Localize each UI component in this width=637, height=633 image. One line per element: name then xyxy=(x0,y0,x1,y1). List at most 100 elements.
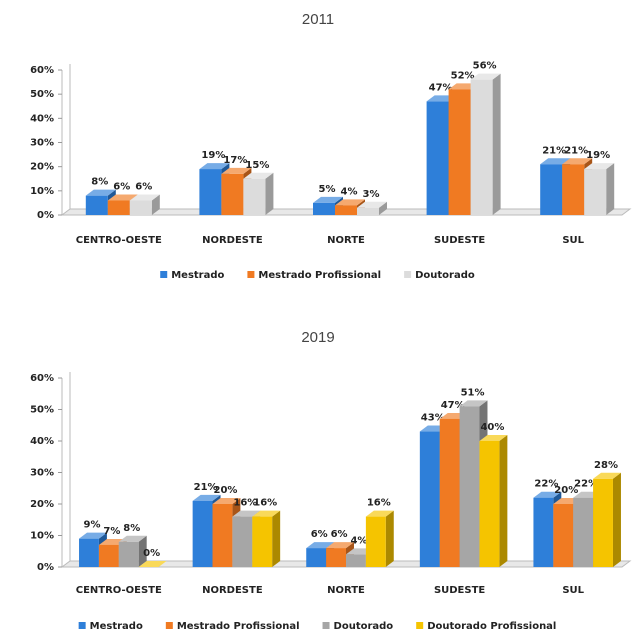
data-label: 6% xyxy=(311,529,328,540)
bar-top xyxy=(470,73,501,80)
legend-label: Mestrado Profissional xyxy=(177,621,300,632)
bar xyxy=(313,202,335,215)
y-tick-label: 50% xyxy=(30,89,54,100)
bar xyxy=(479,441,500,567)
legend-swatch xyxy=(78,622,86,629)
bar-side xyxy=(492,73,501,216)
bar xyxy=(540,164,563,215)
legend-label: Mestrado xyxy=(171,270,224,281)
bar-side xyxy=(499,435,508,567)
bar-top xyxy=(562,158,593,165)
y-tick-label: 30% xyxy=(30,138,54,149)
bar xyxy=(192,500,213,567)
bar xyxy=(419,431,440,567)
data-label: 19% xyxy=(201,150,225,161)
data-label: 3% xyxy=(363,189,380,200)
bar xyxy=(335,205,357,215)
bar-top xyxy=(540,158,571,165)
bar xyxy=(365,516,386,567)
bar xyxy=(306,548,327,567)
legend-label: Doutorado xyxy=(334,621,394,632)
bar xyxy=(98,544,119,567)
bar-top xyxy=(243,172,274,179)
y-tick-label: 10% xyxy=(30,186,54,197)
x-tick-label: SUL xyxy=(562,235,584,246)
legend-swatch xyxy=(416,622,424,629)
chart-title: 2011 xyxy=(302,11,334,28)
bar xyxy=(533,497,554,567)
bar xyxy=(448,89,471,215)
y-tick-label: 60% xyxy=(30,65,54,76)
bar-top xyxy=(232,510,261,517)
bar xyxy=(252,516,273,567)
data-label: 6% xyxy=(113,182,130,193)
bar-top xyxy=(593,472,621,479)
legend-label: Mestrado Profissional xyxy=(258,270,381,281)
data-label: 6% xyxy=(135,182,152,193)
data-label: 21% xyxy=(194,482,218,493)
bar xyxy=(346,554,366,567)
bar xyxy=(212,504,233,567)
bar-side xyxy=(385,510,394,567)
y-tick-label: 30% xyxy=(30,468,54,479)
bar xyxy=(129,200,152,215)
data-label: 21% xyxy=(564,145,588,156)
bar xyxy=(79,538,99,567)
bar xyxy=(221,173,244,215)
bar xyxy=(85,195,108,215)
data-label: 43% xyxy=(421,413,445,424)
bar-side xyxy=(606,163,615,215)
chart-title: 2019 xyxy=(301,329,334,346)
data-label: 19% xyxy=(586,150,610,161)
bar xyxy=(243,178,266,215)
data-label: 40% xyxy=(480,422,504,433)
bar-top xyxy=(199,163,230,170)
bar-side xyxy=(272,510,281,567)
x-tick-label: NORTE xyxy=(327,235,365,246)
bar xyxy=(584,169,607,215)
data-label: 8% xyxy=(123,523,140,534)
bar xyxy=(199,169,222,215)
data-label: 0% xyxy=(143,548,160,559)
data-label: 4% xyxy=(341,186,358,197)
bar-top xyxy=(252,510,281,517)
bar-top xyxy=(306,542,335,549)
bar xyxy=(357,207,379,215)
x-tick-label: SUDESTE xyxy=(434,585,485,596)
y-tick-label: 20% xyxy=(30,162,54,173)
x-tick-label: CENTRO-OESTE xyxy=(76,585,162,596)
data-label: 17% xyxy=(223,155,247,166)
bar xyxy=(232,516,253,567)
bar xyxy=(439,418,460,567)
bar-top xyxy=(326,542,354,549)
bar-top xyxy=(479,435,508,441)
bar xyxy=(107,200,130,215)
bar xyxy=(562,164,585,215)
x-tick-label: SUL xyxy=(562,585,584,596)
x-tick-label: NORDESTE xyxy=(202,585,263,596)
legend-swatch xyxy=(322,622,330,629)
x-tick-label: SUDESTE xyxy=(434,235,485,246)
bar xyxy=(118,541,139,567)
data-label: 16% xyxy=(233,498,257,509)
bar-top xyxy=(129,194,160,201)
bar-side xyxy=(612,472,621,567)
bar-side xyxy=(379,201,387,215)
bar-top xyxy=(459,400,488,407)
legend-swatch xyxy=(247,271,255,278)
bar-top xyxy=(118,535,147,542)
y-tick-label: 0% xyxy=(37,210,54,221)
bar-top xyxy=(192,494,221,501)
bar-top xyxy=(221,167,252,174)
y-tick-label: 10% xyxy=(30,531,54,542)
legend-label: Mestrado xyxy=(90,621,143,632)
data-label: 4% xyxy=(350,535,367,546)
data-label: 16% xyxy=(253,498,277,509)
bar xyxy=(426,101,449,215)
bar-top xyxy=(357,201,387,208)
data-label: 9% xyxy=(83,520,100,531)
y-tick-label: 50% xyxy=(30,405,54,416)
data-label: 47% xyxy=(429,82,453,93)
data-label: 6% xyxy=(331,529,348,540)
